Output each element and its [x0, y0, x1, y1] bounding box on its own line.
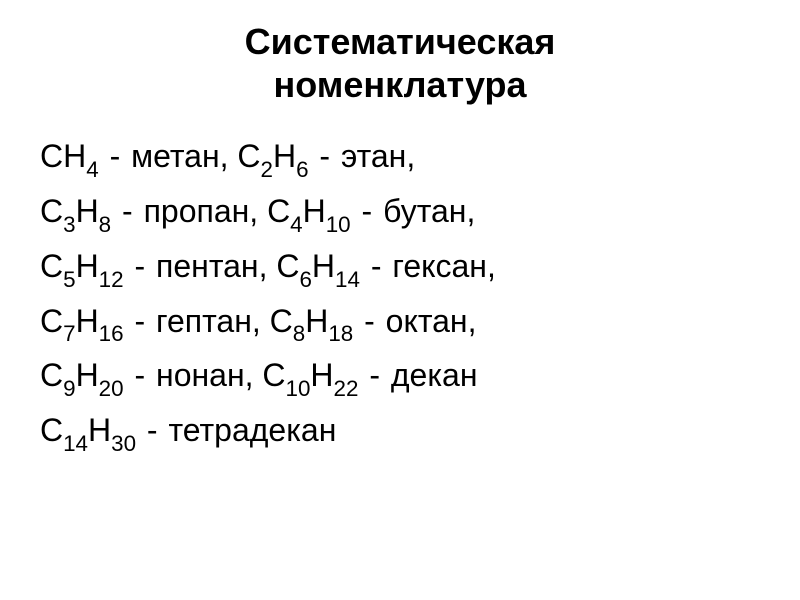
subscript: 7	[63, 321, 75, 346]
page-title: Систематическая номенклатура	[40, 20, 760, 106]
subscript: 20	[99, 376, 124, 401]
subscript: 4	[86, 157, 98, 182]
chemical-formula: C9H20	[40, 357, 124, 393]
alkane-list: CH4 - метан, C2H6 - этан,C3H8 - пропан, …	[40, 134, 760, 457]
chemical-formula: C4H10	[267, 193, 351, 229]
chemical-formula: CH4	[40, 138, 99, 174]
alkane-name: гексан	[392, 248, 487, 284]
chemical-formula: C5H12	[40, 248, 124, 284]
chemical-formula: C14H30	[40, 412, 136, 448]
subscript: 4	[290, 212, 302, 237]
pair-separator: ,	[252, 303, 270, 339]
subscript: 8	[293, 321, 305, 346]
pair-separator: ,	[259, 248, 277, 284]
alkane-name: бутан	[383, 193, 466, 229]
alkane-name: пентан	[156, 248, 259, 284]
subscript: 14	[63, 431, 88, 456]
alkane-name: тетрадекан	[168, 412, 336, 448]
subscript: 10	[326, 212, 351, 237]
alkane-name: пропан	[144, 193, 250, 229]
pair-separator: ,	[249, 193, 267, 229]
subscript: 14	[335, 267, 360, 292]
subscript: 30	[111, 431, 136, 456]
subscript: 10	[286, 376, 311, 401]
content-line: C3H8 - пропан, C4H10 - бутан,	[40, 189, 760, 238]
separator: -	[138, 412, 166, 448]
content-line: C5H12 - пентан, C6H14 - гексан,	[40, 244, 760, 293]
chemical-formula: C2H6	[237, 138, 308, 174]
alkane-name: октан	[386, 303, 468, 339]
chemical-formula: C10H22	[262, 357, 358, 393]
separator: -	[311, 138, 339, 174]
subscript: 22	[334, 376, 359, 401]
chemical-formula: C7H16	[40, 303, 124, 339]
content-line: CH4 - метан, C2H6 - этан,	[40, 134, 760, 183]
separator: -	[360, 357, 388, 393]
pair-separator: ,	[220, 138, 238, 174]
subscript: 3	[63, 212, 75, 237]
pair-separator: ,	[245, 357, 263, 393]
subscript: 18	[328, 321, 353, 346]
title-line-1: Систематическая	[40, 20, 760, 63]
alkane-name: нонан	[156, 357, 245, 393]
content-line: C9H20 - нонан, C10H22 - декан	[40, 353, 760, 402]
subscript: 8	[99, 212, 111, 237]
alkane-name: этан	[341, 138, 406, 174]
separator: -	[113, 193, 141, 229]
content-line: C14H30 - тетрадекан	[40, 408, 760, 457]
separator: -	[362, 248, 390, 284]
subscript: 6	[299, 267, 311, 292]
chemical-formula: C8H18	[270, 303, 354, 339]
subscript: 5	[63, 267, 75, 292]
chemical-formula: C6H14	[276, 248, 360, 284]
alkane-name: декан	[391, 357, 478, 393]
alkane-name: гептан	[156, 303, 252, 339]
subscript: 16	[99, 321, 124, 346]
separator: -	[126, 303, 154, 339]
separator: -	[355, 303, 383, 339]
chemical-formula: C3H8	[40, 193, 111, 229]
content-line: C7H16 - гептан, C8H18 - октан,	[40, 299, 760, 348]
separator: -	[126, 248, 154, 284]
separator: -	[101, 138, 129, 174]
alkane-name: метан	[131, 138, 220, 174]
title-line-2: номенклатура	[40, 63, 760, 106]
subscript: 6	[296, 157, 308, 182]
subscript: 2	[261, 157, 273, 182]
separator: -	[126, 357, 154, 393]
subscript: 12	[99, 267, 124, 292]
subscript: 9	[63, 376, 75, 401]
separator: -	[353, 193, 381, 229]
